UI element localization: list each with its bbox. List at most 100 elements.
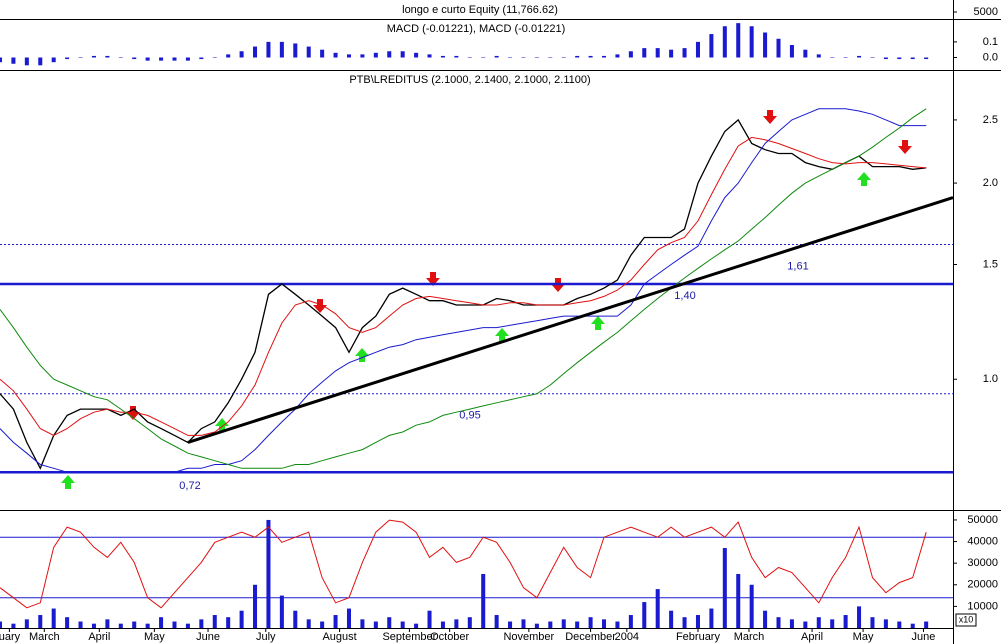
- bar: [494, 55, 499, 58]
- bar: [655, 48, 660, 58]
- bar: [105, 55, 110, 58]
- bar: [843, 57, 848, 58]
- bar: [360, 54, 365, 58]
- bar: [414, 52, 419, 58]
- bar: [669, 610, 674, 628]
- bar: [65, 57, 70, 60]
- bar: [279, 595, 284, 628]
- bar: [508, 621, 513, 628]
- bar: [226, 54, 231, 58]
- y-tick-label: 0.1: [983, 36, 998, 48]
- y-tick-label: 20000: [967, 579, 998, 591]
- bar: [185, 623, 190, 628]
- bar: [561, 619, 566, 628]
- bar: [534, 57, 539, 58]
- trend-line: [187, 196, 954, 444]
- bar: [763, 610, 768, 628]
- bar: [427, 54, 432, 58]
- bar: [253, 46, 258, 58]
- bar: [145, 57, 150, 61]
- bar: [682, 617, 687, 628]
- bar: [722, 548, 727, 628]
- bar: [897, 57, 902, 60]
- bar: [199, 57, 204, 60]
- x-tick-label: December: [565, 631, 616, 643]
- bar: [51, 608, 56, 628]
- bar: [360, 619, 365, 628]
- bar: [373, 621, 378, 628]
- bar: [467, 617, 472, 628]
- bar: [803, 49, 808, 58]
- bar: [602, 619, 607, 628]
- bar: [816, 617, 821, 628]
- x-tick-label: November: [503, 631, 554, 643]
- x-tick-label: July: [256, 631, 276, 643]
- bar: [642, 602, 647, 628]
- bar: [870, 57, 875, 58]
- bar: [440, 621, 445, 628]
- bar: [508, 57, 513, 58]
- equity-title: longo e curto Equity (11,766.62): [402, 4, 558, 16]
- bar: [279, 41, 284, 58]
- y-tick-label: 0.0: [983, 51, 998, 63]
- x-tick-label: June: [912, 631, 936, 643]
- bar: [65, 617, 70, 628]
- bar: [293, 43, 298, 58]
- bar: [481, 573, 486, 628]
- bar: [400, 51, 405, 58]
- bar: [440, 55, 445, 58]
- bar: [910, 623, 915, 628]
- bar: [521, 619, 526, 628]
- series-line: [0, 108, 927, 473]
- bar: [306, 46, 311, 58]
- bar: [695, 41, 700, 58]
- bar: [105, 619, 110, 628]
- bar: [615, 621, 620, 628]
- y-tick-label: 40000: [967, 535, 998, 547]
- bar: [588, 55, 593, 58]
- level-label: 1,40: [674, 290, 695, 302]
- x-tick-label: March: [29, 631, 60, 643]
- y-tick-label: 2.5: [983, 114, 998, 126]
- bar: [226, 617, 231, 628]
- bar: [199, 619, 204, 628]
- bar: [897, 621, 902, 628]
- bar: [306, 619, 311, 628]
- bar: [320, 49, 325, 58]
- bar: [51, 57, 56, 63]
- bar: [293, 610, 298, 628]
- y-tick-label: 2.0: [983, 177, 998, 189]
- bar: [172, 621, 177, 628]
- bar: [588, 617, 593, 628]
- bar: [239, 51, 244, 58]
- bar: [789, 45, 794, 58]
- x-tick-label: March: [734, 631, 765, 643]
- bar: [575, 621, 580, 628]
- bar: [387, 617, 392, 628]
- bar: [776, 38, 781, 58]
- bar: [239, 610, 244, 628]
- bar: [91, 623, 96, 628]
- bar: [266, 41, 271, 58]
- bar: [253, 584, 258, 628]
- bar: [924, 621, 929, 628]
- x-tick-label: uary: [0, 631, 21, 643]
- bar: [615, 54, 620, 58]
- bar: [24, 57, 29, 66]
- bar: [38, 57, 43, 66]
- level-label: 1,61: [787, 260, 808, 272]
- bar: [132, 621, 137, 628]
- bar: [830, 619, 835, 628]
- bar: [266, 519, 271, 628]
- bar: [400, 621, 405, 628]
- bar: [883, 619, 888, 628]
- bar: [548, 57, 553, 58]
- bar: [883, 57, 888, 60]
- level-label: 0,95: [459, 410, 480, 422]
- bar: [534, 623, 539, 628]
- bar: [789, 619, 794, 628]
- price-title: PTB\LREDITUS (2.1000, 2.1400, 2.1000, 2.…: [349, 74, 590, 86]
- macd-title: MACD (-0.01221), MACD (-0.01221): [387, 23, 566, 35]
